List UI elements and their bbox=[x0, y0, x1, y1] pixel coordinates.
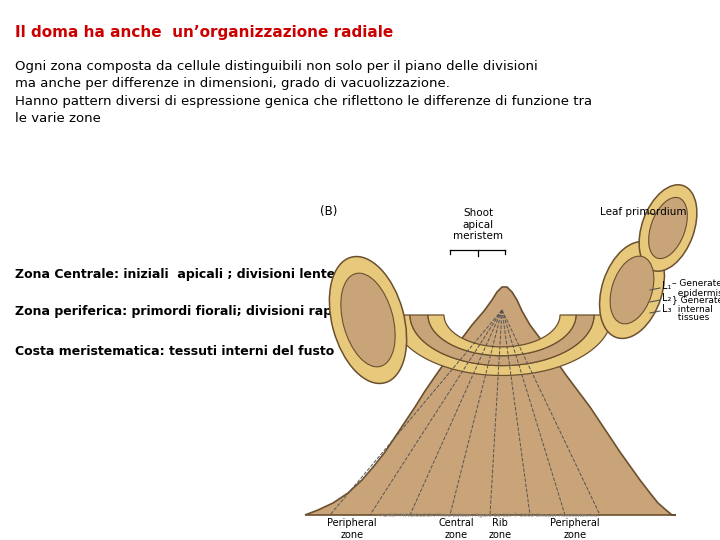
Text: (B): (B) bbox=[320, 205, 338, 218]
Text: Central
zone: Central zone bbox=[438, 518, 474, 539]
Polygon shape bbox=[410, 315, 594, 366]
Ellipse shape bbox=[649, 198, 688, 259]
Text: Il doma ha anche  un’organizzazione radiale: Il doma ha anche un’organizzazione radia… bbox=[15, 25, 393, 40]
Text: Peripheral
zone: Peripheral zone bbox=[550, 518, 600, 539]
Text: Peripheral
zone: Peripheral zone bbox=[327, 518, 377, 539]
Ellipse shape bbox=[600, 241, 665, 339]
Text: Costa meristematica: tessuti interni del fusto: Costa meristematica: tessuti interni del… bbox=[15, 345, 334, 358]
Text: Shoot
apical
meristem: Shoot apical meristem bbox=[453, 208, 503, 241]
Ellipse shape bbox=[610, 256, 654, 324]
Text: L₃: L₃ bbox=[662, 304, 672, 314]
Text: epidermis: epidermis bbox=[672, 288, 720, 298]
Text: Ogni zona composta da cellule distinguibili non solo per il piano delle division: Ogni zona composta da cellule distinguib… bbox=[15, 60, 592, 125]
Ellipse shape bbox=[341, 273, 395, 367]
Ellipse shape bbox=[329, 256, 407, 383]
Polygon shape bbox=[428, 315, 576, 356]
Text: Rib
zone: Rib zone bbox=[488, 518, 512, 539]
Text: – Generates: – Generates bbox=[672, 280, 720, 288]
Text: internal: internal bbox=[672, 305, 713, 314]
Text: tissues: tissues bbox=[672, 314, 709, 322]
Text: L₂: L₂ bbox=[662, 293, 671, 303]
Text: Zona periferica: primordi fiorali; divisioni rapide: Zona periferica: primordi fiorali; divis… bbox=[15, 305, 354, 318]
Text: } Generate: } Generate bbox=[672, 295, 720, 305]
Polygon shape bbox=[305, 287, 676, 515]
Text: L₁: L₁ bbox=[662, 281, 671, 291]
Text: PLANT PHYSIOLOGY, Third Edition, Figure 16.13, © 2000 Sinauer Associates Inc.: PLANT PHYSIOLOGY, Third Edition, Figure … bbox=[380, 512, 600, 518]
Text: Leaf primordium: Leaf primordium bbox=[600, 207, 686, 217]
Polygon shape bbox=[392, 315, 612, 375]
Text: Zona Centrale: iniziali  apicali ; divisioni lente: Zona Centrale: iniziali apicali ; divisi… bbox=[15, 268, 336, 281]
Ellipse shape bbox=[639, 185, 697, 271]
